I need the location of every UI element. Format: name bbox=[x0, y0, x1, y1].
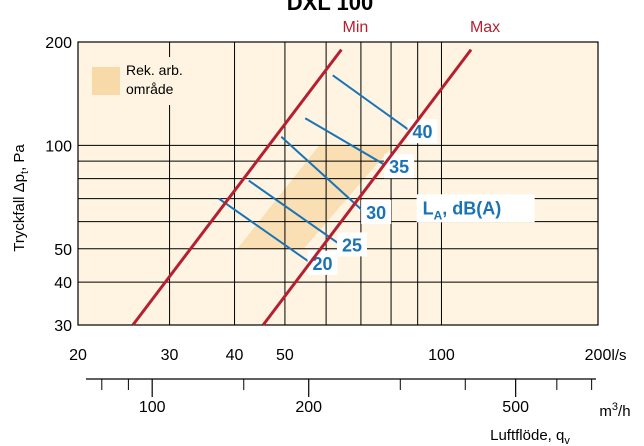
series-line-min bbox=[131, 48, 343, 326]
sound-legend-label: LA, dB(A) bbox=[423, 198, 502, 222]
y-tick-label: 30 bbox=[54, 318, 72, 335]
x-tick-label: 40 bbox=[226, 347, 244, 364]
x2-tick-label: 200 bbox=[295, 399, 322, 416]
y-tick-label-bg bbox=[44, 315, 72, 335]
x-axis-label: Luftflöde, qv bbox=[490, 427, 570, 446]
recommended-region bbox=[237, 145, 394, 249]
x-tick-label: 30 bbox=[161, 347, 179, 364]
legend-swatch bbox=[92, 67, 120, 95]
x2-tick-label: 100 bbox=[139, 399, 166, 416]
sound-line-20 bbox=[218, 197, 312, 264]
legend-label-line2: område bbox=[126, 81, 174, 97]
x-tick-label: 200 bbox=[585, 347, 612, 364]
y-tick-label: 100 bbox=[45, 138, 72, 155]
sound-label-bg-25 bbox=[336, 232, 367, 257]
y-tick-label-bg bbox=[44, 272, 72, 293]
legend-label-bg bbox=[122, 57, 194, 105]
series-label-min: Min bbox=[342, 19, 368, 36]
x-unit-top: l/s bbox=[612, 347, 627, 364]
y-tick-label-bg bbox=[44, 238, 72, 259]
chart-title: DXL 100 bbox=[287, 0, 373, 15]
y-axis-label: Tryckfall Δpt, Pa bbox=[11, 144, 31, 252]
series-label-max: Max bbox=[470, 19, 500, 36]
sound-line-25 bbox=[248, 179, 341, 246]
x2-tick-label: 500 bbox=[502, 399, 529, 416]
y-tick-label: 40 bbox=[54, 275, 72, 292]
y-tick-label-bg bbox=[44, 32, 72, 52]
sound-legend-bg bbox=[416, 194, 535, 223]
sound-line-30 bbox=[280, 135, 365, 213]
sound-label-40: 40 bbox=[413, 122, 433, 142]
x-unit-bottom: m3/h bbox=[599, 401, 630, 420]
sound-label-35: 35 bbox=[389, 157, 409, 177]
plot-frame bbox=[77, 41, 599, 326]
y-tick-label: 50 bbox=[54, 242, 72, 259]
sound-line-40 bbox=[332, 74, 412, 132]
sound-line-35 bbox=[304, 117, 388, 168]
sound-label-bg-40 bbox=[407, 119, 438, 144]
x-tick-label: 100 bbox=[428, 347, 455, 364]
sound-label-25: 25 bbox=[342, 235, 362, 255]
sound-label-bg-30 bbox=[361, 199, 392, 224]
y-tick-label: 200 bbox=[45, 35, 72, 52]
sound-label-30: 30 bbox=[366, 203, 386, 223]
x-tick-label: 20 bbox=[69, 347, 87, 364]
series-line-max bbox=[261, 48, 473, 326]
y-tick-label-bg bbox=[44, 135, 72, 156]
x-tick-label: 50 bbox=[276, 347, 294, 364]
legend-label-line1: Rek. arb. bbox=[126, 62, 183, 78]
sound-label-20: 20 bbox=[313, 254, 333, 274]
